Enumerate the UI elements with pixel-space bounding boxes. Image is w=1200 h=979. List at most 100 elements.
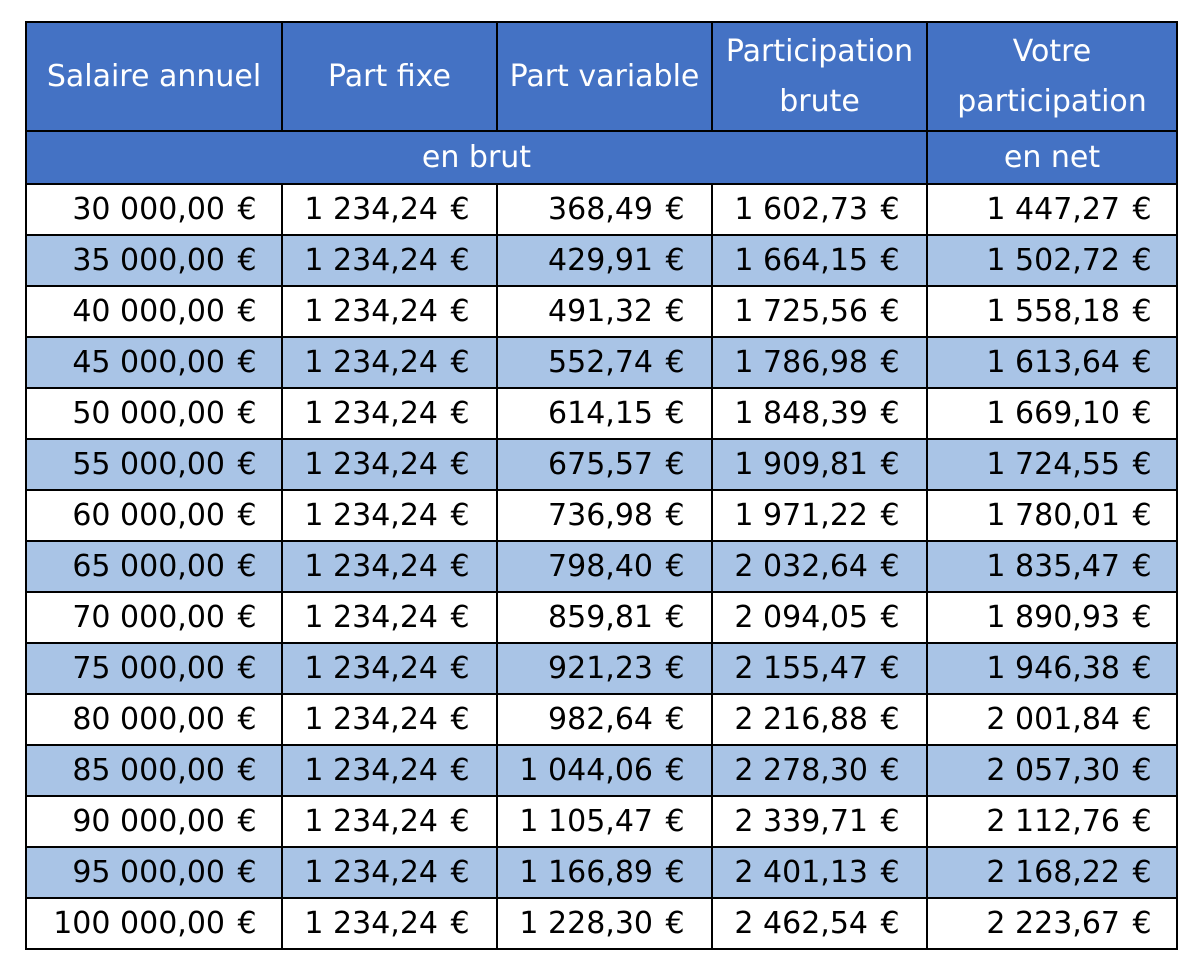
euro-symbol: €: [665, 345, 685, 380]
header-part-fixe: Part fixe: [281, 21, 498, 132]
cell-value: 80 000,00: [72, 702, 225, 737]
cell-votre-participation: 1 613,64 €: [926, 336, 1178, 389]
cell-participation-brute: 1 725,56 €: [711, 285, 928, 338]
euro-symbol: €: [1132, 753, 1152, 788]
cell-votre-participation: 1 946,38 €: [926, 642, 1178, 695]
cell-value: 65 000,00: [72, 549, 225, 584]
cell-part-variable: 798,40 €: [496, 540, 713, 593]
cell-part-fixe: 1 234,24 €: [281, 438, 498, 491]
euro-symbol: €: [665, 855, 685, 890]
cell-part-variable: 1 105,47 €: [496, 795, 713, 848]
cell-value: 1 780,01: [986, 498, 1120, 533]
cell-value: 90 000,00: [72, 804, 225, 839]
cell-part-fixe: 1 234,24 €: [281, 489, 498, 542]
cell-participation-brute: 1 786,98 €: [711, 336, 928, 389]
euro-symbol: €: [665, 600, 685, 635]
euro-symbol: €: [450, 345, 470, 380]
euro-symbol: €: [237, 498, 257, 533]
euro-symbol: €: [237, 345, 257, 380]
cell-votre-participation: 1 835,47 €: [926, 540, 1178, 593]
cell-salaire-annuel: 50 000,00 €: [25, 387, 283, 440]
cell-value: 2 216,88: [734, 702, 868, 737]
cell-value: 921,23: [548, 651, 653, 686]
euro-symbol: €: [665, 549, 685, 584]
cell-salaire-annuel: 65 000,00 €: [25, 540, 283, 593]
cell-value: 1 044,06: [519, 753, 653, 788]
euro-symbol: €: [880, 243, 900, 278]
cell-participation-brute: 2 462,54 €: [711, 897, 928, 950]
cell-votre-participation: 2 223,67 €: [926, 897, 1178, 950]
cell-value: 85 000,00: [72, 753, 225, 788]
cell-part-fixe: 1 234,24 €: [281, 387, 498, 440]
cell-part-fixe: 1 234,24 €: [281, 897, 498, 950]
subheader-row: en brut en net: [25, 130, 1178, 185]
cell-participation-brute: 2 032,64 €: [711, 540, 928, 593]
table-row: 75 000,00 €1 234,24 €921,23 €2 155,47 €1 946…: [25, 642, 1178, 695]
cell-value: 1 234,24: [304, 855, 438, 890]
cell-value: 95 000,00: [72, 855, 225, 890]
table-row: 30 000,00 €1 234,24 €368,49 €1 602,73 €1 447…: [25, 183, 1178, 236]
header-votre-participation-line1: Votre: [1012, 33, 1092, 69]
table-row: 40 000,00 €1 234,24 €491,32 €1 725,56 €1 558…: [25, 285, 1178, 338]
euro-symbol: €: [665, 243, 685, 278]
euro-symbol: €: [237, 294, 257, 329]
euro-symbol: €: [450, 498, 470, 533]
cell-salaire-annuel: 80 000,00 €: [25, 693, 283, 746]
euro-symbol: €: [1132, 192, 1152, 227]
cell-part-fixe: 1 234,24 €: [281, 234, 498, 287]
cell-votre-participation: 1 558,18 €: [926, 285, 1178, 338]
euro-symbol: €: [880, 549, 900, 584]
cell-salaire-annuel: 45 000,00 €: [25, 336, 283, 389]
euro-symbol: €: [880, 702, 900, 737]
euro-symbol: €: [1132, 855, 1152, 890]
cell-value: 2 223,67: [986, 906, 1120, 941]
cell-votre-participation: 1 724,55 €: [926, 438, 1178, 491]
euro-symbol: €: [880, 753, 900, 788]
table-row: 95 000,00 €1 234,24 €1 166,89 €2 401,13 €2 1…: [25, 846, 1178, 899]
euro-symbol: €: [237, 192, 257, 227]
euro-symbol: €: [665, 702, 685, 737]
cell-value: 1 786,98: [734, 345, 868, 380]
euro-symbol: €: [665, 192, 685, 227]
cell-participation-brute: 1 909,81 €: [711, 438, 928, 491]
cell-value: 35 000,00: [72, 243, 225, 278]
cell-part-fixe: 1 234,24 €: [281, 591, 498, 644]
cell-value: 1 664,15: [734, 243, 868, 278]
cell-votre-participation: 1 890,93 €: [926, 591, 1178, 644]
cell-value: 2 001,84: [986, 702, 1120, 737]
cell-value: 1 105,47: [519, 804, 653, 839]
cell-part-variable: 552,74 €: [496, 336, 713, 389]
cell-value: 1 835,47: [986, 549, 1120, 584]
euro-symbol: €: [450, 600, 470, 635]
euro-symbol: €: [665, 906, 685, 941]
cell-participation-brute: 2 401,13 €: [711, 846, 928, 899]
euro-symbol: €: [237, 243, 257, 278]
cell-part-fixe: 1 234,24 €: [281, 693, 498, 746]
euro-symbol: €: [237, 702, 257, 737]
euro-symbol: €: [450, 549, 470, 584]
cell-votre-participation: 2 001,84 €: [926, 693, 1178, 746]
cell-part-variable: 675,57 €: [496, 438, 713, 491]
cell-value: 1 909,81: [734, 447, 868, 482]
header-participation-brute-line1: Participation: [725, 33, 914, 69]
cell-value: 75 000,00: [72, 651, 225, 686]
cell-value: 859,81: [548, 600, 653, 635]
participation-table: Salaire annuel Part fixe Part variable P…: [25, 21, 1178, 950]
euro-symbol: €: [450, 906, 470, 941]
cell-value: 2 462,54: [734, 906, 868, 941]
euro-symbol: €: [237, 753, 257, 788]
cell-part-fixe: 1 234,24 €: [281, 795, 498, 848]
euro-symbol: €: [880, 906, 900, 941]
table-row: 55 000,00 €1 234,24 €675,57 €1 909,81 €1 724…: [25, 438, 1178, 491]
euro-symbol: €: [1132, 447, 1152, 482]
cell-value: 2 401,13: [734, 855, 868, 890]
cell-salaire-annuel: 85 000,00 €: [25, 744, 283, 797]
euro-symbol: €: [450, 447, 470, 482]
cell-value: 1 848,39: [734, 396, 868, 431]
cell-value: 40 000,00: [72, 294, 225, 329]
table-row: 90 000,00 €1 234,24 €1 105,47 €2 339,71 €2 1…: [25, 795, 1178, 848]
cell-value: 1 669,10: [986, 396, 1120, 431]
cell-value: 614,15: [548, 396, 653, 431]
cell-value: 491,32: [548, 294, 653, 329]
euro-symbol: €: [1132, 651, 1152, 686]
